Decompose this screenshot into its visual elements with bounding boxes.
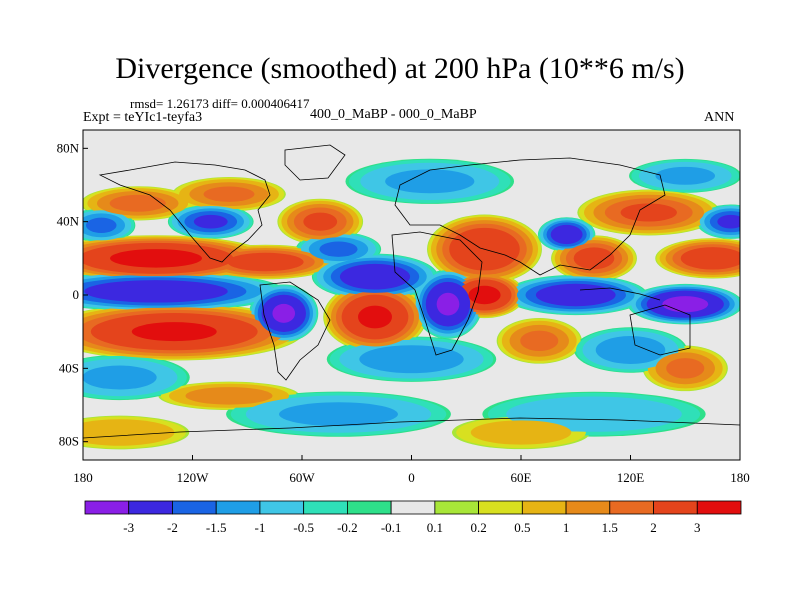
field-contour-18-3 bbox=[436, 292, 460, 316]
field-contour-8-2 bbox=[620, 203, 677, 222]
colorbar-swatch bbox=[84, 500, 130, 515]
colorbar-label: 3 bbox=[694, 520, 701, 535]
coast-eurasia bbox=[394, 157, 666, 276]
colorbar-swatch bbox=[215, 500, 261, 515]
y-tick-label: 80S bbox=[59, 434, 79, 449]
field-contour-15-2 bbox=[84, 280, 228, 303]
colorbar-swatch bbox=[434, 500, 480, 515]
colorbar-swatch bbox=[390, 500, 436, 515]
colorbar-label: 0.1 bbox=[427, 520, 443, 535]
field-contour-5-3 bbox=[468, 285, 501, 305]
field-contour-24-1_5 bbox=[86, 217, 117, 233]
colorbar-label: -1 bbox=[255, 520, 266, 535]
field-contour-11-1_5 bbox=[203, 186, 255, 202]
field-contour-32-0_5 bbox=[83, 419, 175, 446]
colorbar-label: 2 bbox=[650, 520, 657, 535]
colorbar-label: -0.1 bbox=[381, 520, 402, 535]
x-tick-label: 180 bbox=[73, 470, 93, 485]
colorbar-swatch bbox=[346, 500, 392, 515]
field-contour-25-1_5 bbox=[319, 241, 358, 257]
y-tick-label: 40S bbox=[59, 360, 79, 375]
x-tick-label: 0 bbox=[408, 470, 415, 485]
coast-antarctica bbox=[82, 417, 741, 439]
colorbar-swatch bbox=[609, 500, 654, 515]
colorbar-swatch bbox=[172, 500, 217, 515]
colorbar-label: -3 bbox=[123, 520, 134, 535]
colorbar-label: -1.5 bbox=[206, 520, 227, 535]
x-axis: 180 120W 60W 0 60E 120E 180 bbox=[73, 455, 750, 485]
coastlines bbox=[82, 144, 741, 439]
field-contour-27-1 bbox=[595, 336, 666, 364]
field-contour-6-2 bbox=[573, 247, 615, 270]
field-contour-19-2 bbox=[535, 283, 616, 307]
field-contour-10-1_5 bbox=[109, 194, 166, 212]
coast-africa bbox=[391, 231, 483, 356]
coast-greenland bbox=[284, 144, 346, 181]
field-contour-34-1 bbox=[655, 166, 715, 185]
y-tick-label: 40N bbox=[57, 214, 80, 229]
colorbar-swatch bbox=[653, 500, 698, 515]
map-area: 80N 40N 0 40S 80S 180 120W 60W 0 60E 120E 180 bbox=[57, 129, 750, 485]
colorbar-swatch bbox=[303, 500, 348, 515]
field-contour-20-3 bbox=[662, 296, 709, 313]
colorbar-swatch bbox=[696, 500, 742, 515]
field-contour-29-1 bbox=[385, 169, 475, 194]
colorbar-label: 0.5 bbox=[514, 520, 530, 535]
x-tick-label: 60W bbox=[289, 470, 315, 485]
x-tick-label: 180 bbox=[730, 470, 750, 485]
colorbar-label: 0.2 bbox=[470, 520, 486, 535]
field-contour-9-2 bbox=[303, 212, 338, 231]
field-contour-22-2 bbox=[193, 214, 228, 229]
field-contour-1-3 bbox=[131, 322, 217, 342]
colorbar-label: -0.5 bbox=[293, 520, 314, 535]
colorbar-label: -0.2 bbox=[337, 520, 358, 535]
divergence-field bbox=[83, 158, 740, 450]
field-contour-33-0_5 bbox=[470, 420, 572, 445]
colorbar-swatch bbox=[565, 500, 611, 515]
field-contour-16-3 bbox=[272, 303, 296, 323]
coast-north-america bbox=[98, 161, 271, 263]
colorbar-swatch bbox=[128, 500, 173, 515]
y-tick-label: 80N bbox=[57, 140, 80, 155]
colorbar-swatch bbox=[521, 500, 567, 515]
field-contour-21-2 bbox=[550, 224, 583, 245]
field-contour-0-3 bbox=[110, 249, 202, 268]
y-axis: 80N 40N 0 40S 80S bbox=[57, 140, 88, 449]
field-contour-30-1 bbox=[279, 402, 398, 427]
field-contour-28-1 bbox=[83, 365, 157, 390]
colorbar-swatch bbox=[259, 500, 305, 515]
comparison-label: 400_0_MaBP - 000_0_MaBP bbox=[310, 107, 477, 122]
field-contour-26-1 bbox=[359, 345, 464, 374]
colorbar-label: 1.5 bbox=[602, 520, 618, 535]
y-tick-label: 0 bbox=[73, 287, 80, 302]
field-contour-23-2 bbox=[717, 214, 740, 229]
colorbar-label: 1 bbox=[563, 520, 570, 535]
chart-title: Divergence (smoothed) at 200 hPa (10**6 … bbox=[115, 52, 685, 85]
colorbar-swatch bbox=[478, 500, 523, 515]
field-contour-17-2 bbox=[339, 263, 411, 290]
experiment-label: Expt = teYIc1-teyfa3 bbox=[83, 110, 203, 125]
field-contour-2-2 bbox=[227, 252, 304, 272]
field-contour-13-1_5 bbox=[520, 330, 559, 352]
x-tick-label: 60E bbox=[511, 470, 532, 485]
x-tick-label: 120E bbox=[617, 470, 645, 485]
colorbar-label: -2 bbox=[167, 520, 178, 535]
field-contour-14-1 bbox=[185, 387, 273, 405]
coast-australia bbox=[629, 304, 691, 356]
field-contour-7-2 bbox=[680, 247, 740, 270]
coast-indonesia bbox=[579, 287, 661, 301]
x-tick-label: 120W bbox=[177, 470, 210, 485]
coast-south-america bbox=[259, 281, 331, 381]
stats-label: rmsd= 1.26173 diff= 0.000406417 bbox=[130, 96, 310, 111]
field-contour-12-1_5 bbox=[666, 358, 705, 379]
colorbar: -3 -2 -1.5 -1 -0.5 -0.2 -0.1 0.1 0.2 0.5 1 1.5 2 3 bbox=[84, 500, 742, 535]
season-label: ANN bbox=[704, 110, 735, 125]
field-contour-3-3 bbox=[358, 305, 392, 329]
